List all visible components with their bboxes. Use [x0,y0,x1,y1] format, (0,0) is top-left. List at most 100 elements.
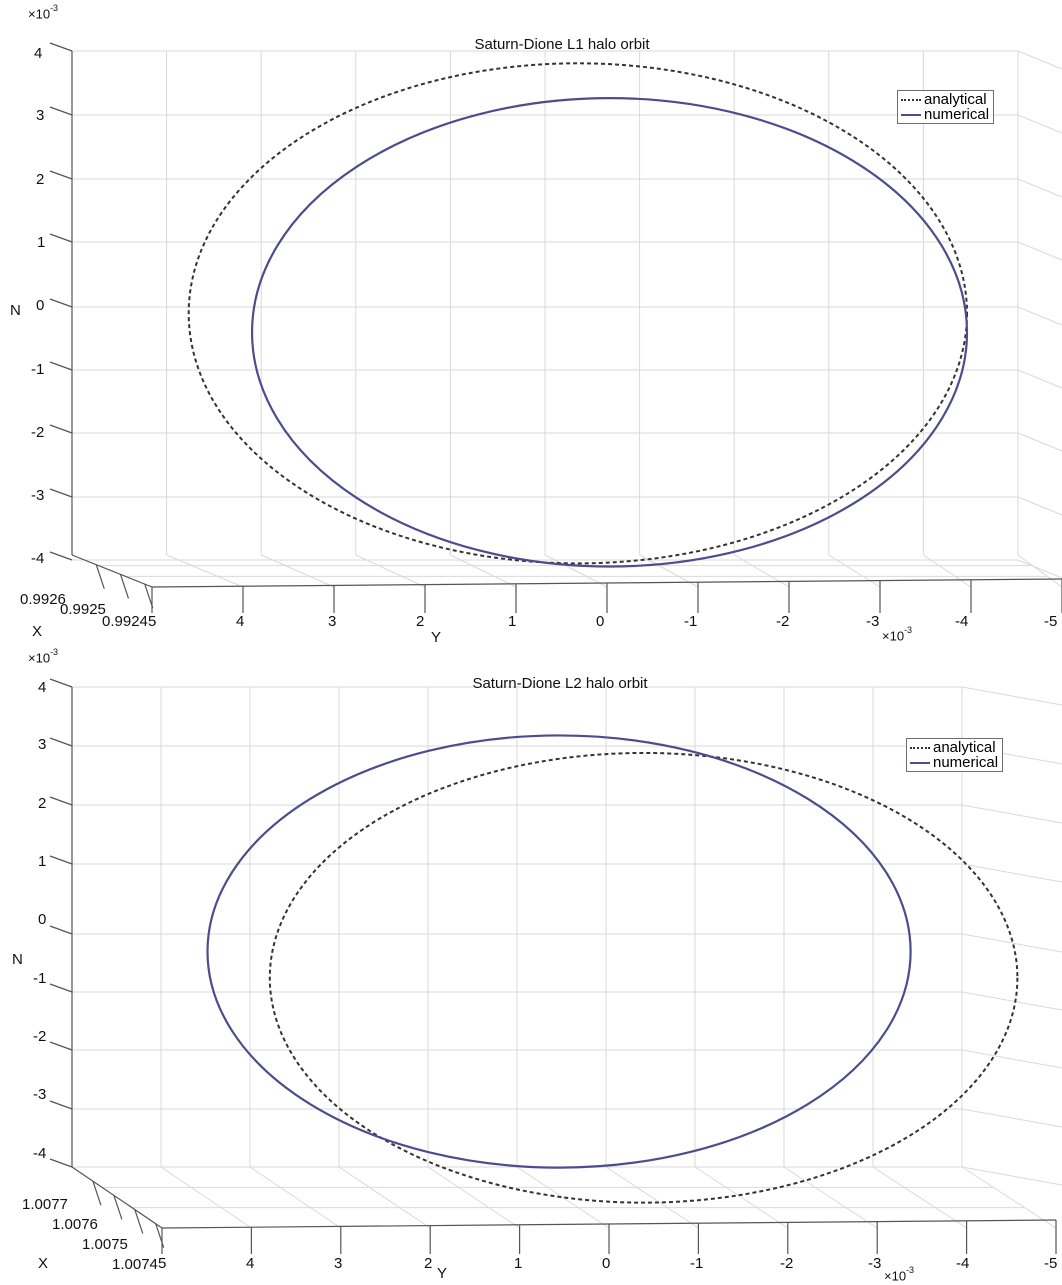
z-exponent-label: ×10-3 [28,3,59,22]
chart-title: Saturn-Dione L1 halo orbit [474,36,650,53]
legend-entry-analytical: analytical [901,92,989,107]
z-tick [49,925,73,935]
x-tick-label: 1.0077 [22,1196,68,1213]
y-tick-label: 1 [508,613,517,630]
side-grid-line [1017,241,1062,261]
z-tick-label: 1 [37,234,46,251]
z-tick [49,1158,73,1168]
x-tick-label: 0.9926 [20,591,66,608]
x-tick-label: 1.0074 [112,1256,158,1273]
z-tick [49,737,73,747]
y-tick-label: 1 [514,1255,523,1272]
y-axis-label: Y [437,1265,448,1282]
y-exponent-label: ×10-3 [882,625,913,644]
y-tick-label: -5 [1044,1255,1058,1272]
floor-grid-line [338,1166,431,1229]
z-tick [49,1100,73,1110]
x-tick-label: 0.9925 [60,601,106,618]
side-grid-line [1017,369,1062,389]
y-tick-label: 4 [246,1255,255,1272]
z-tick [49,678,73,688]
z-tick-label: -1 [33,970,47,987]
floor-grid-line [427,1166,520,1229]
y-axis-label: Y [431,629,442,646]
y-tick-label: 5 [158,1255,167,1272]
x-axis-label: X [32,623,43,640]
y-tick-label: -3 [866,613,880,630]
y-tick-label: 3 [334,1255,343,1272]
chart-title: Saturn-Dione L2 halo orbit [472,675,648,692]
y-tick-label: -4 [956,1255,970,1272]
z-tick-label: -3 [33,1086,47,1103]
side-grid-line [1017,114,1062,134]
x-tick [155,1223,165,1248]
z-tick-label: 0 [38,911,47,928]
y-tick-label: 4 [236,613,245,630]
z-tick [49,796,73,806]
z-tick-label: 2 [38,795,47,812]
x-tick-label: 0.9924 [102,613,148,630]
z-tick [49,233,73,243]
z-axis-label: N [10,302,21,319]
side-grid-line [1017,178,1062,198]
legend-swatch-solid [910,761,930,764]
y-tick-label: 2 [424,1255,433,1272]
legend-swatch-dashed [910,746,930,749]
y-tick-label: 2 [416,613,425,630]
legend-entry-analytical: analytical [910,740,998,755]
side-grid-line [961,804,1062,824]
legend-swatch-dashed [901,98,921,101]
floor-grid-line [694,1166,789,1229]
y-tick-label: 0 [602,1255,611,1272]
z-tick [49,551,73,561]
side-grid-line [1017,306,1062,326]
floor-grid-line [605,1166,699,1229]
z-tick-label: 3 [36,107,45,124]
x-tick [95,564,105,589]
z-tick [49,855,73,865]
chart-plot-l1 [49,42,1062,613]
x-tick-label: 1.0076 [52,1216,98,1233]
z-tick-label: 3 [38,736,47,753]
side-grid-line [961,1049,1062,1069]
z-tick [49,1041,73,1051]
floor-grid-line [516,1166,610,1229]
floor-grid-line [1017,554,1062,588]
z-tick-label: 2 [36,171,45,188]
z-tick [49,298,73,308]
z-tick-label: 4 [38,679,47,696]
x-axis-label: X [38,1255,49,1272]
y-tick-label: -2 [780,1255,794,1272]
z-tick-label: -2 [31,424,45,441]
side-grid-line [1017,432,1062,452]
floor-grid-line [872,1166,967,1229]
z-tick-label: -1 [31,361,45,378]
z-tick-label: -2 [33,1028,47,1045]
orbit-analytical [268,751,1019,1204]
y-tick-label: -2 [776,613,790,630]
legend-swatch-solid [901,113,921,116]
y-tick-label: -3 [868,1255,882,1272]
x-tick-label: 1.0075 [82,1236,128,1253]
x-tick [92,1180,102,1206]
z-tick [49,424,73,434]
chart-legend: analytical numerical [906,738,1004,772]
z-tick [49,42,73,52]
z-tick-label: -4 [31,550,45,567]
z-tick [49,106,73,116]
z-exponent-label: ×10-3 [28,647,59,666]
chart-plot-l2 [49,678,1062,1254]
z-axis-label: N [12,951,23,968]
y-tick-label: 0 [596,613,605,630]
side-grid-line [961,933,1062,953]
y-tick-label: 3 [328,613,337,630]
z-tick [49,170,73,180]
floor-grid-line [783,1166,878,1229]
side-grid-line [1017,559,1062,579]
floor-grid-line [961,1166,1057,1229]
side-grid-line [961,863,1062,883]
side-grid-line [1017,50,1062,70]
z-tick-label: 0 [36,297,45,314]
floor-grid-line [160,1166,252,1229]
side-grid-line [961,686,1062,706]
